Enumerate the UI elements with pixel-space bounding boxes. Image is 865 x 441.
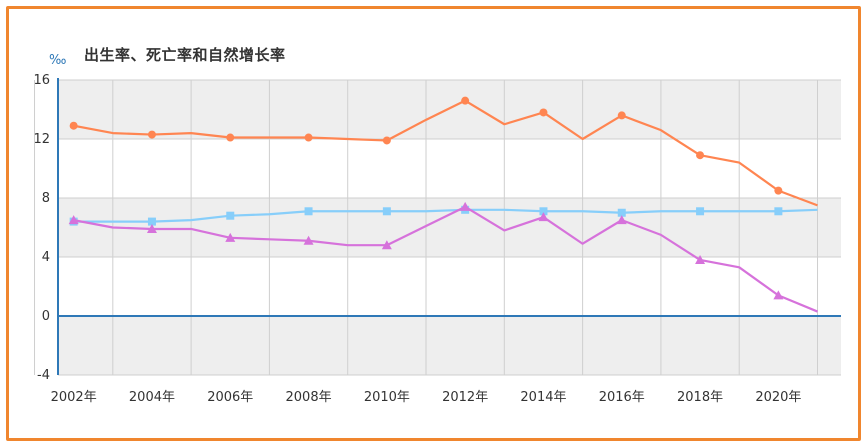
y-tick-label: -4: [37, 368, 50, 383]
data-point-birth: [226, 133, 235, 142]
x-tick-label: 2018年: [677, 390, 723, 405]
data-point-birth: [696, 151, 705, 160]
data-point-birth: [147, 130, 156, 139]
data-point-death: [539, 207, 548, 216]
y-tick-label: 8: [42, 191, 50, 206]
y-unit-label: ‰: [49, 53, 67, 68]
data-point-birth: [382, 136, 391, 145]
x-tick-label: 2014年: [520, 390, 566, 405]
data-point-death: [304, 207, 313, 216]
data-point-natural: [695, 254, 706, 264]
x-tick-label: 2020年: [755, 390, 801, 405]
grid-band: [58, 198, 841, 257]
data-point-death: [617, 208, 626, 217]
y-tick-label: 4: [42, 250, 50, 265]
x-tick-label: 2016年: [599, 390, 645, 405]
data-point-birth: [617, 111, 626, 120]
grid-band: [58, 316, 841, 375]
data-point-death: [226, 211, 235, 220]
data-point-natural: [68, 215, 79, 225]
data-point-birth: [774, 186, 783, 195]
data-point-birth: [69, 121, 78, 130]
y-tick-label: 16: [33, 73, 50, 88]
data-point-death: [774, 207, 783, 216]
data-point-natural: [773, 290, 784, 300]
data-point-death: [147, 217, 156, 226]
data-point-natural: [146, 223, 157, 233]
x-tick-label: 2004年: [129, 390, 175, 405]
data-point-natural: [616, 215, 627, 225]
chart-title: 出生率、死亡率和自然增长率: [84, 46, 286, 64]
x-tick-label: 2008年: [286, 390, 332, 405]
x-tick-label: 2010年: [364, 390, 410, 405]
data-point-death: [382, 207, 391, 216]
data-point-natural: [225, 232, 236, 242]
data-point-birth: [461, 96, 470, 105]
y-tick-label: 0: [42, 309, 50, 324]
x-tick-label: 2006年: [207, 390, 253, 405]
data-point-death: [696, 207, 705, 216]
x-tick-label: 2012年: [442, 390, 488, 405]
series-line-natural: [73, 205, 818, 313]
data-point-birth: [539, 108, 548, 117]
data-point-natural: [303, 235, 314, 245]
data-point-natural: [460, 201, 471, 211]
data-point-natural: [538, 212, 549, 222]
x-tick-label: 2002年: [51, 390, 97, 405]
series-line-death: [73, 208, 818, 223]
series-line-birth: [73, 99, 818, 207]
y-tick-label: 12: [33, 132, 50, 147]
data-point-birth: [304, 133, 313, 142]
data-point-natural: [381, 240, 392, 250]
